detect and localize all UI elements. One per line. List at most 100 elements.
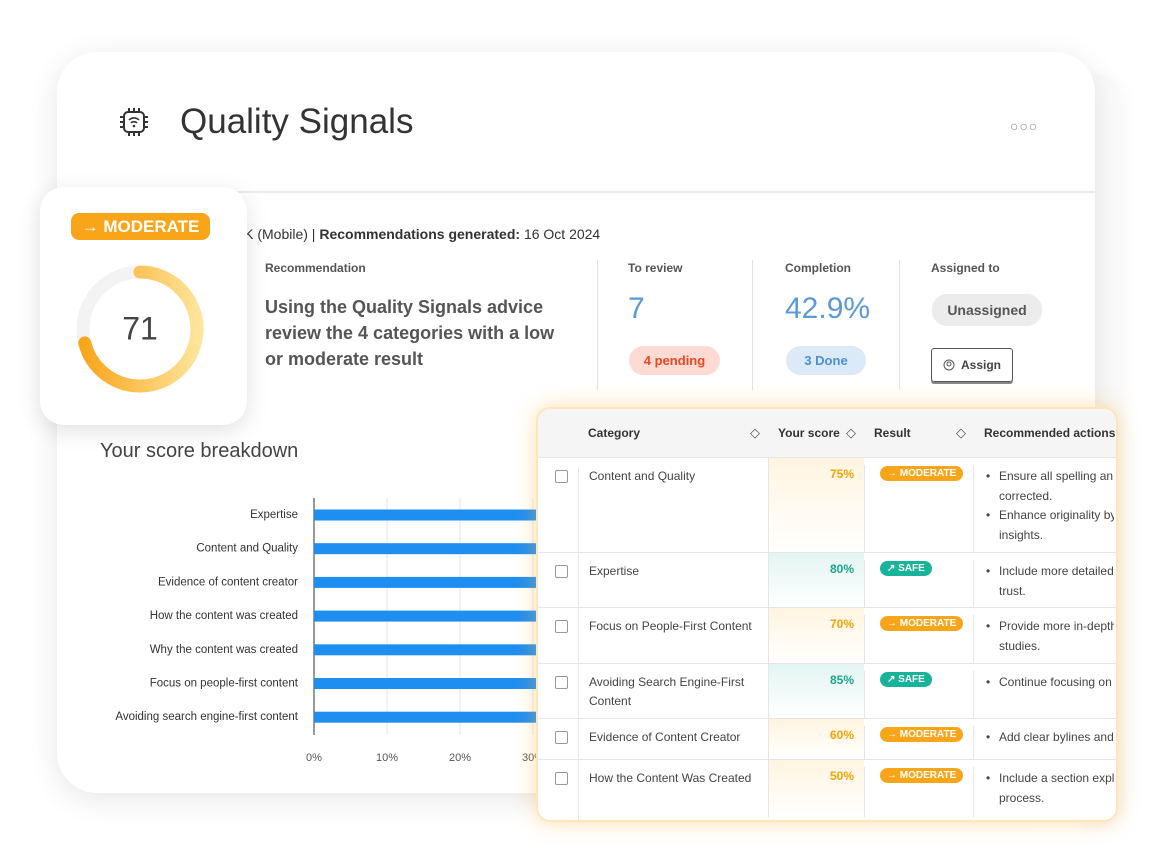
category: Avoiding Search Engine-First Content — [578, 673, 768, 728]
action-line: studies. — [984, 637, 1114, 657]
result-cell: ↗ SAFE — [864, 671, 974, 718]
x-tick-label: 20% — [449, 752, 471, 764]
actions-cell: • Provide more in-depth studies. — [974, 617, 1114, 663]
more-menu[interactable]: ○○○ — [1010, 118, 1039, 134]
score-badge: → MODERATE — [71, 213, 210, 240]
column-title: Your score — [778, 426, 840, 440]
actions-cell: • Ensure all spelling an corrected. • Enhanc… — [974, 467, 1114, 552]
score: 60% — [768, 719, 864, 759]
action-line: trust. — [984, 582, 1114, 602]
action-line: • Add clear bylines and — [984, 728, 1114, 748]
score: 75% — [768, 458, 864, 552]
column-separator — [899, 260, 900, 390]
row-border — [538, 607, 1116, 608]
action-text: trust. — [999, 583, 1026, 598]
category: Expertise — [578, 562, 768, 617]
category: Content and Quality — [578, 467, 768, 562]
y-tick-label: Content and Quality — [196, 543, 298, 555]
action-text: Add clear bylines and — [999, 730, 1114, 744]
sort-icon[interactable]: ◇ — [846, 425, 856, 440]
row-checkbox[interactable] — [555, 676, 568, 689]
result-cell: → MODERATE — [864, 767, 974, 817]
action-text: Include a section expl — [999, 771, 1114, 785]
result-badge: → MODERATE — [880, 466, 964, 481]
actions-cell: • Include a section expl process. — [974, 769, 1114, 817]
y-tick-label: Avoiding search engine-first content — [115, 711, 298, 723]
score: 80% — [768, 553, 864, 607]
column-title: Recommended actions — [984, 426, 1116, 440]
recommendation-label: Recommendation — [265, 261, 366, 275]
result-cell: → MODERATE — [864, 465, 974, 552]
sort-icon[interactable]: ◇ — [750, 425, 760, 440]
separator: | — [311, 226, 316, 242]
action-line: • Ensure all spelling an — [984, 467, 1114, 487]
action-line: corrected. — [984, 487, 1114, 507]
action-line: • Include more detailed — [984, 562, 1114, 582]
score-card: → MODERATE 71 — [40, 187, 247, 425]
actions-cell: • Add clear bylines and — [974, 728, 1114, 759]
assign-button[interactable]: Assign — [931, 348, 1013, 382]
row-border — [538, 718, 1116, 719]
breakdown-title: Your score breakdown — [100, 440, 299, 462]
recommendation-text: Using the Quality Signals advice review … — [265, 297, 555, 369]
action-text: studies. — [999, 638, 1041, 653]
page-title: Quality Signals — [180, 102, 414, 141]
bullet: • — [986, 469, 991, 483]
row-checkbox[interactable] — [555, 565, 568, 578]
result-badge: → MODERATE — [880, 616, 964, 631]
row-checkbox[interactable] — [555, 772, 568, 785]
row-border — [538, 663, 1116, 664]
column-separator — [597, 260, 598, 390]
action-text: process. — [999, 790, 1045, 805]
action-line: process. — [984, 789, 1114, 809]
actions-cell: • Include more detailed trust. — [974, 562, 1114, 607]
completion-value: 42.9% — [785, 292, 871, 325]
category: Evidence of Content Creator — [578, 728, 768, 769]
result-badge: → MODERATE — [880, 768, 964, 783]
divider — [57, 191, 1095, 193]
category: How the Content Was Created — [578, 769, 768, 820]
result-badge: ↗ SAFE — [880, 561, 932, 576]
actions-cell: • Continue focusing on — [974, 673, 1114, 718]
row-checkbox[interactable] — [555, 731, 568, 744]
action-text: Enhance originality by — [999, 508, 1114, 522]
y-tick-label: Expertise — [250, 509, 298, 521]
action-text: Ensure all spelling an — [999, 469, 1114, 483]
category: Focus on People-First Content — [578, 617, 768, 673]
y-tick-label: How the content was created — [150, 610, 298, 622]
bullet: • — [986, 564, 991, 578]
score-gauge: 71 — [76, 265, 204, 393]
assign-icon — [943, 359, 955, 371]
generated-date: 16 Oct 2024 — [523, 226, 601, 242]
bullet: • — [986, 619, 991, 633]
action-line: insights. — [984, 526, 1114, 546]
row-border — [538, 759, 1116, 760]
bullet: • — [986, 508, 991, 522]
results-table: Category ◇ Your score ◇ Result ◇ Recommended a… — [536, 407, 1118, 822]
column-header: Result ◇ — [864, 409, 974, 457]
score: 85% — [768, 664, 864, 718]
column-title: Result — [874, 426, 911, 440]
column-title: Category — [588, 426, 641, 440]
chip-icon — [120, 108, 148, 136]
sort-icon[interactable]: ◇ — [956, 425, 966, 440]
x-tick-label: 10% — [376, 752, 398, 764]
assignee: Unassigned — [932, 294, 1042, 326]
bullet: • — [986, 730, 991, 744]
column-header: Your score ◇ — [768, 409, 864, 457]
action-line: • Include a section expl — [984, 769, 1114, 789]
column-header: Category ◇ — [578, 409, 768, 457]
action-text: Continue focusing on — [999, 675, 1112, 689]
completion-label: Completion — [785, 261, 851, 275]
row-checkbox[interactable] — [555, 620, 568, 633]
y-tick-label: Why the content was created — [150, 644, 298, 656]
to-review-value: 7 — [628, 292, 645, 325]
score-value: 71 — [122, 310, 158, 346]
bullet: • — [986, 771, 991, 785]
score: 50% — [768, 760, 864, 817]
score: 70% — [768, 608, 864, 663]
row-checkbox[interactable] — [555, 470, 568, 483]
bar — [314, 576, 752, 588]
